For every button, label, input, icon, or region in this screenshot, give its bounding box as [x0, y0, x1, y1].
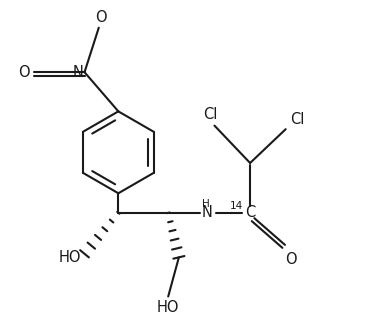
Text: 14: 14 — [230, 201, 243, 211]
Text: O: O — [18, 65, 29, 80]
Text: Cl: Cl — [203, 108, 217, 123]
Text: C: C — [245, 205, 255, 220]
Text: O: O — [285, 252, 297, 267]
Text: HO: HO — [58, 250, 81, 265]
Text: H: H — [202, 199, 209, 209]
Text: O: O — [95, 10, 106, 25]
Text: Cl: Cl — [290, 112, 304, 127]
Text: N: N — [202, 205, 213, 220]
Text: N: N — [73, 65, 84, 80]
Text: HO: HO — [157, 300, 179, 315]
